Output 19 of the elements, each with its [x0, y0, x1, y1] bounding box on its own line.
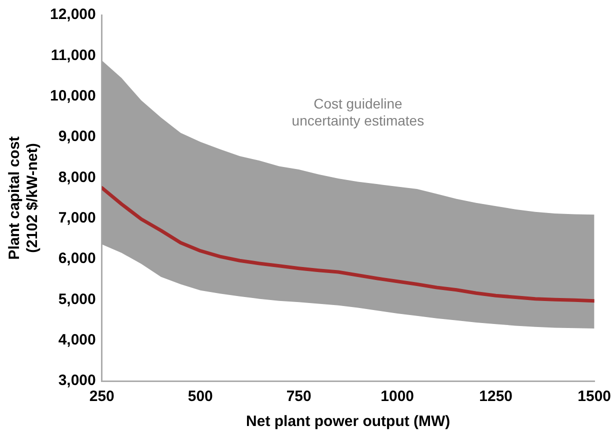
- x-axis-title: Net plant power output (MW): [246, 413, 450, 430]
- y-tick-label: 11,000: [50, 46, 96, 64]
- y-tick-label: 9,000: [58, 128, 96, 146]
- y-tick-label: 7,000: [58, 209, 96, 226]
- x-tick-label: 1000: [380, 388, 414, 406]
- y-axis-title: Plant capital cost (2102 $/kW-net): [6, 136, 42, 260]
- x-tick-label: 250: [89, 388, 114, 406]
- y-tick-label: 4,000: [58, 331, 96, 348]
- y-tick-label: 12,000: [50, 6, 96, 24]
- y-tick-label: 10,000: [50, 87, 96, 104]
- x-tick-label: 500: [188, 388, 213, 406]
- annotation: Cost guideline uncertainty estimates: [292, 95, 424, 128]
- y-tick-label: 8,000: [58, 168, 96, 186]
- y-tick-label: 6,000: [58, 250, 96, 268]
- y-tick-label: 5,000: [58, 290, 96, 308]
- x-tick-label: 1500: [578, 388, 612, 406]
- y-tick-label: 3,000: [58, 372, 96, 390]
- x-tick-label: 750: [286, 388, 312, 406]
- x-tick-label: 1250: [479, 388, 513, 406]
